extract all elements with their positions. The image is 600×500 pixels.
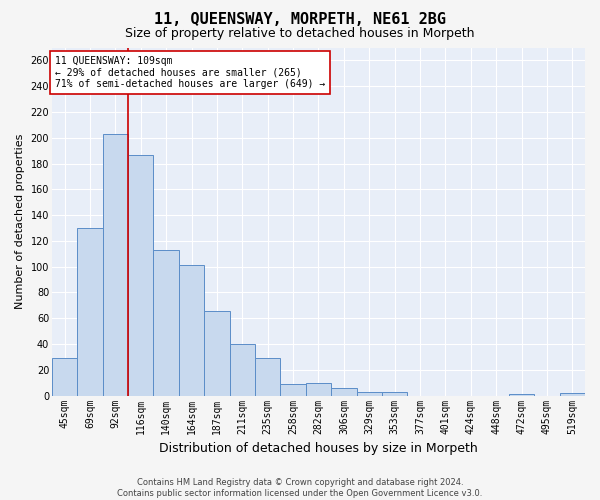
Text: Contains HM Land Registry data © Crown copyright and database right 2024.
Contai: Contains HM Land Registry data © Crown c… — [118, 478, 482, 498]
Bar — [179, 266, 204, 396]
Y-axis label: Number of detached properties: Number of detached properties — [15, 134, 25, 310]
Bar — [306, 382, 331, 396]
Text: 11 QUEENSWAY: 109sqm
← 29% of detached houses are smaller (265)
71% of semi-deta: 11 QUEENSWAY: 109sqm ← 29% of detached h… — [55, 56, 325, 90]
Text: Size of property relative to detached houses in Morpeth: Size of property relative to detached ho… — [125, 28, 475, 40]
Text: 11, QUEENSWAY, MORPETH, NE61 2BG: 11, QUEENSWAY, MORPETH, NE61 2BG — [154, 12, 446, 28]
Bar — [356, 392, 382, 396]
Bar — [77, 228, 103, 396]
Bar — [154, 250, 179, 396]
X-axis label: Distribution of detached houses by size in Morpeth: Distribution of detached houses by size … — [159, 442, 478, 455]
Bar — [280, 384, 306, 396]
Bar — [509, 394, 534, 396]
Bar — [382, 392, 407, 396]
Bar — [204, 310, 230, 396]
Bar — [255, 358, 280, 396]
Bar — [52, 358, 77, 396]
Bar — [331, 388, 356, 396]
Bar — [230, 344, 255, 396]
Bar — [128, 154, 154, 396]
Bar — [560, 393, 585, 396]
Bar — [103, 134, 128, 396]
